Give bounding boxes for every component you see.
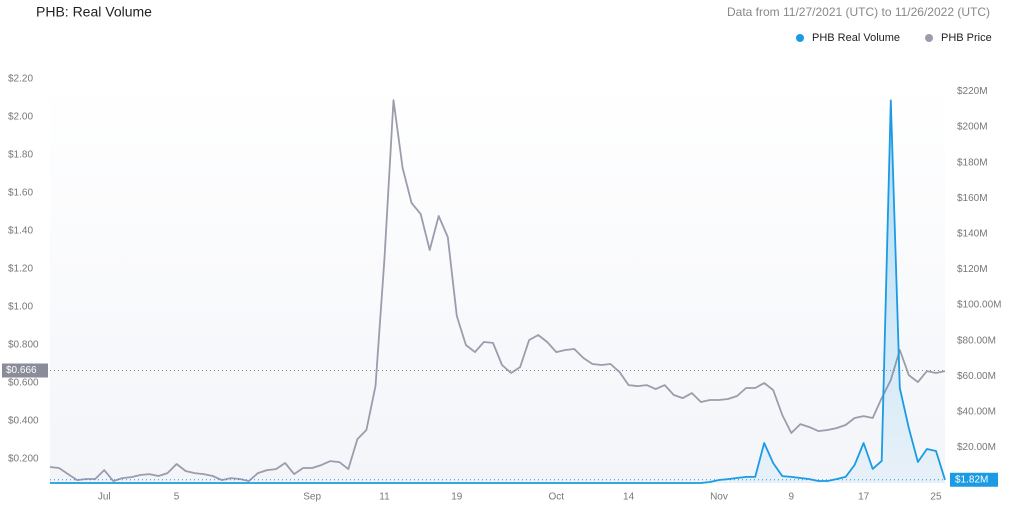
price-marker-label: $0.666 xyxy=(6,365,37,376)
series-line xyxy=(49,99,946,482)
legend-marker xyxy=(925,34,933,42)
y2-tick-label: $20.00M xyxy=(957,442,996,453)
volume-marker-label: $1.82M xyxy=(955,474,988,485)
x-tick-label: 17 xyxy=(858,492,870,503)
plot-background xyxy=(50,79,945,483)
legend-marker xyxy=(796,34,804,42)
y-tick-label: $1.80 xyxy=(8,150,33,161)
y2-tick-label: $200M xyxy=(957,122,988,133)
x-tick-label: 5 xyxy=(174,492,180,503)
y2-tick-label: $160M xyxy=(957,193,988,204)
y-tick-label: $1.40 xyxy=(8,226,33,237)
x-tick-label: Sep xyxy=(303,492,321,503)
y2-tick-label: $40.00M xyxy=(957,406,996,417)
x-tick-label: 14 xyxy=(623,492,635,503)
y2-tick-label: $120M xyxy=(957,264,988,275)
y-tick-label: $0.800 xyxy=(8,340,39,351)
y2-tick-label: $180M xyxy=(957,157,988,168)
x-tick-label: Jul xyxy=(98,492,111,503)
x-tick-label: 19 xyxy=(451,492,463,503)
chart-title: PHB: Real Volume xyxy=(36,4,152,20)
y2-tick-label: $60.00M xyxy=(957,371,996,382)
x-tick-label: 25 xyxy=(930,492,942,503)
y-tick-label: $2.20 xyxy=(8,74,33,85)
x-tick-label: 11 xyxy=(379,492,390,503)
subtitle: Data from 11/27/2021 (UTC) to 11/26/2022… xyxy=(727,5,990,19)
x-tick-label: Nov xyxy=(710,492,728,503)
legend-label: PHB Price xyxy=(941,32,992,44)
y2-tick-label: $140M xyxy=(957,228,988,239)
y2-tick-label: $80.00M xyxy=(957,335,996,346)
legend-label: PHB Real Volume xyxy=(812,32,900,44)
y-tick-label: $0.600 xyxy=(8,378,39,389)
price-marker-box xyxy=(2,363,48,378)
y-tick-label: $2.00 xyxy=(8,112,33,123)
y-tick-label: $0.200 xyxy=(8,454,39,465)
y2-tick-label: $100.00M xyxy=(957,300,1001,311)
y2-tick-label: $220M xyxy=(957,86,988,97)
series-line xyxy=(50,99,946,484)
y-tick-label: $0.400 xyxy=(8,416,39,427)
volume-marker-box xyxy=(950,472,998,487)
y-tick-label: $1.20 xyxy=(8,264,33,275)
y-tick-label: $1.00 xyxy=(8,302,33,313)
y-tick-label: $1.60 xyxy=(8,188,33,199)
x-tick-label: 9 xyxy=(789,492,795,503)
x-tick-label: Oct xyxy=(548,492,564,503)
